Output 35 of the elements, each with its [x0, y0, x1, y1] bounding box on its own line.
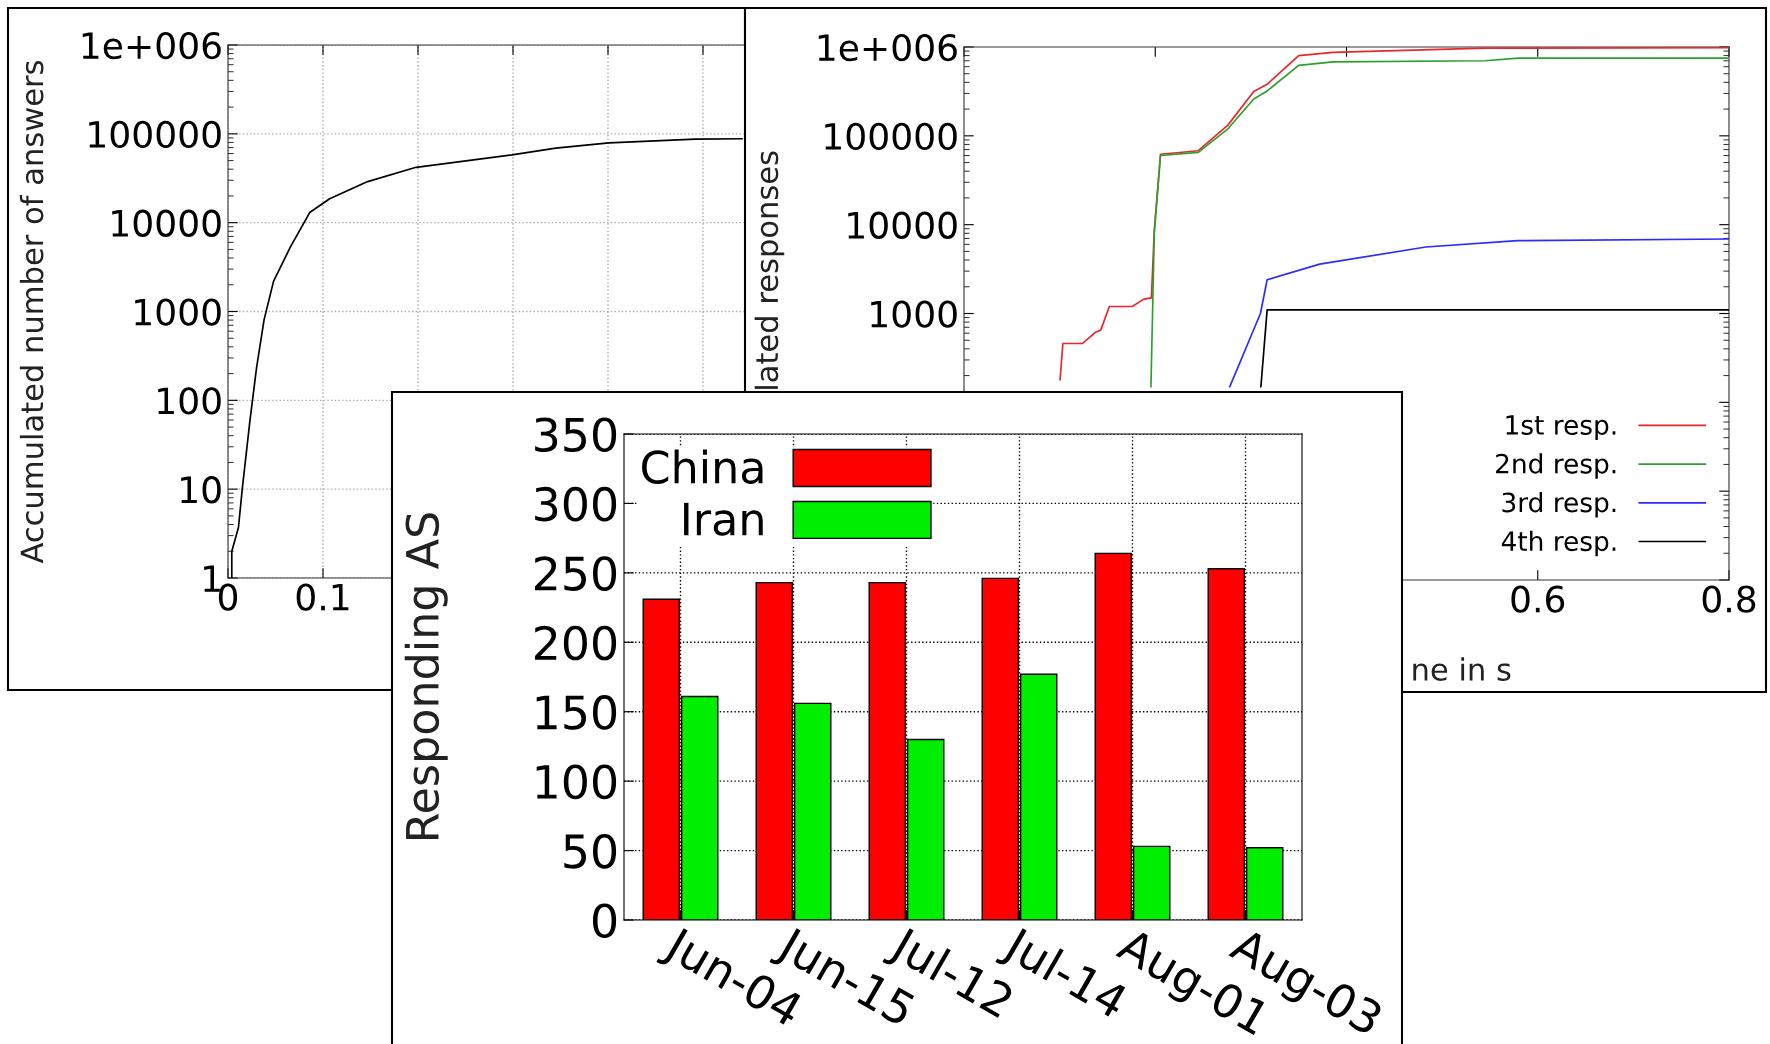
line-series — [1059, 47, 1729, 381]
y-axis-title: lated responses — [754, 151, 785, 389]
x-tick-label: 0.6 — [1511, 585, 1565, 613]
y-tick-label: 1000 — [871, 300, 957, 328]
y-tick-label: 1 — [204, 565, 220, 592]
x-tick-label: 0.1 — [296, 583, 349, 611]
y-tick-label: 10000 — [112, 209, 221, 237]
y-tick-label: 10 — [181, 476, 221, 504]
y-tick-label: 1e+006 — [82, 31, 221, 60]
legend-label: 4th resp. — [1501, 530, 1616, 557]
y-axis-title: Accumulated number of answers — [19, 61, 44, 564]
y-axis-title: Responding AS — [404, 513, 448, 839]
legend-label: Iran — [684, 502, 763, 536]
legend-label: China — [642, 449, 763, 484]
y-tick-label: 250 — [535, 556, 617, 591]
y-tick-label: 100 — [536, 764, 617, 800]
line-series — [1229, 238, 1729, 388]
y-tick-label: 50 — [564, 833, 617, 869]
x-axis-title: ne in s — [1413, 657, 1511, 681]
y-tick-label: 100000 — [825, 122, 957, 151]
x-tick-label: 0 — [218, 583, 238, 611]
y-tick-label: 100000 — [89, 120, 221, 149]
x-tick-label: 0.8 — [1702, 585, 1756, 613]
line-series — [1150, 57, 1729, 388]
y-tick-label: 100 — [158, 387, 221, 415]
legend-label: 3rd resp. — [1502, 491, 1616, 518]
y-tick-label: 350 — [535, 417, 617, 453]
y-tick-label: 1000 — [135, 298, 221, 326]
y-tick-label: 10000 — [848, 211, 957, 239]
y-tick-label: 300 — [535, 486, 617, 522]
y-tick-label: 1e+006 — [818, 33, 957, 62]
y-tick-label: 200 — [535, 625, 617, 661]
legend-label: 1st resp. — [1506, 415, 1616, 441]
legend-label: 2nd resp. — [1496, 453, 1616, 479]
y-tick-label: 150 — [536, 695, 617, 730]
